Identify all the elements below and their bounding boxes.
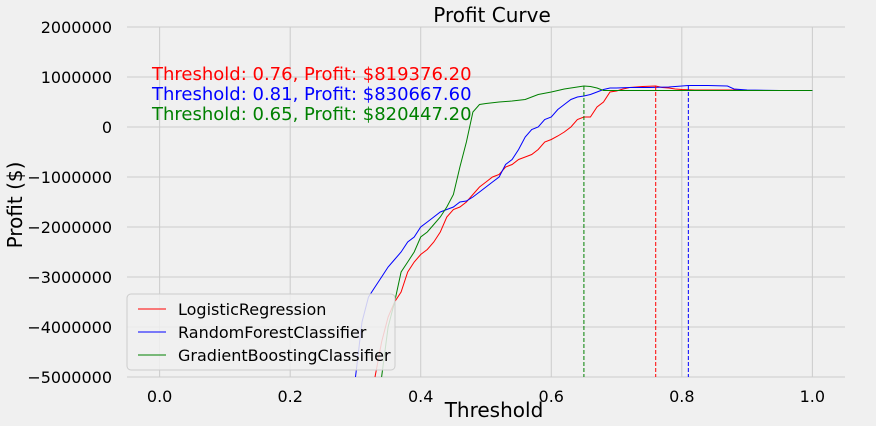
y-tick-label: 1000000 [41, 68, 112, 87]
series-lines [355, 85, 813, 378]
y-tick-label: −4000000 [27, 318, 112, 337]
legend-label-logistic: LogisticRegression [178, 300, 326, 319]
x-tick-label: 0.6 [539, 387, 564, 406]
legend-label-gradient-boosting: GradientBoostingClassifier [178, 346, 391, 365]
y-axis-title: Profit ($) [3, 162, 27, 249]
annotation-gradient-boosting: Threshold: 0.65, Profit: $820447.20 [151, 104, 472, 125]
legend: LogisticRegression RandomForestClassifie… [126, 293, 396, 371]
y-tick-label: −2000000 [27, 218, 112, 237]
x-axis-ticks: 0.0 0.2 0.4 0.6 0.8 1.0 [147, 387, 825, 406]
series-line-GradientBoostingClassifier [381, 85, 813, 378]
y-tick-label: −1000000 [27, 168, 112, 187]
x-tick-label: 0.8 [669, 387, 694, 406]
x-tick-label: 0.4 [408, 387, 433, 406]
x-axis-title: Threshold [444, 398, 544, 422]
y-tick-label: 0 [102, 118, 112, 137]
y-axis-ticks: −5000000 −4000000 −3000000 −2000000 −1000000… [27, 18, 112, 387]
y-tick-label: −3000000 [27, 268, 112, 287]
series-line-RandomForestClassifier [355, 85, 813, 378]
y-tick-label: −5000000 [27, 368, 112, 387]
x-tick-label: 0.2 [277, 387, 302, 406]
y-tick-label: 2000000 [41, 18, 112, 37]
x-tick-label: 1.0 [800, 387, 825, 406]
chart-title: Profit Curve [433, 3, 551, 27]
x-tick-label: 0.0 [147, 387, 172, 406]
legend-box [126, 293, 396, 371]
annotation-logistic: Threshold: 0.76, Profit: $819376.20 [151, 64, 472, 85]
annotation-random-forest: Threshold: 0.81, Profit: $830667.60 [151, 84, 472, 105]
threshold-lines [583, 86, 689, 377]
legend-label-random-forest: RandomForestClassifier [178, 323, 367, 342]
